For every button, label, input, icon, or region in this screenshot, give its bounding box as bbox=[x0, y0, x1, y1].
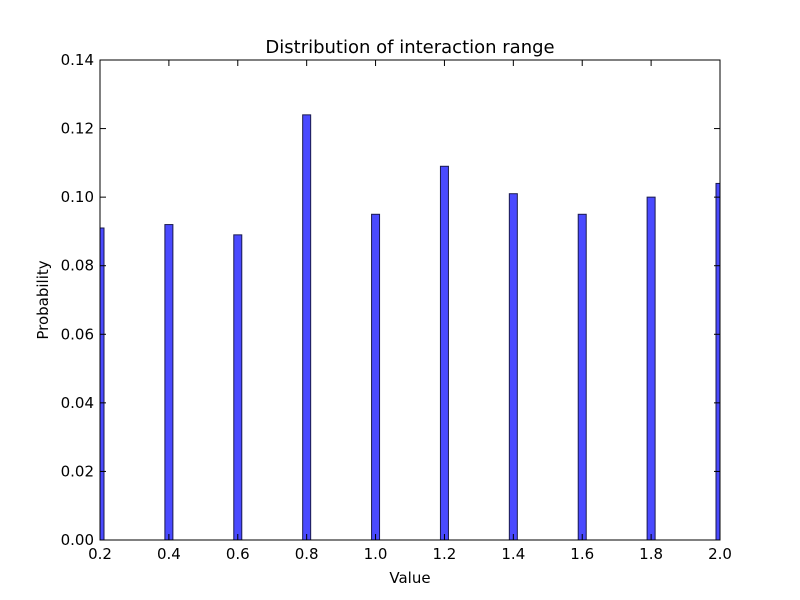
x-axis-label: Value bbox=[389, 569, 430, 587]
bar bbox=[646, 196, 656, 540]
y-tick-label: 0.14 bbox=[61, 51, 94, 69]
y-tick-label: 0.12 bbox=[61, 120, 94, 138]
y-tick-label: 0.10 bbox=[61, 188, 94, 206]
y-tick-label: 0.04 bbox=[61, 394, 94, 412]
x-tick-label: 1.8 bbox=[639, 545, 663, 563]
x-tick-label: 1.4 bbox=[501, 545, 525, 563]
bar bbox=[164, 224, 174, 540]
bar bbox=[508, 193, 518, 540]
bar bbox=[233, 234, 243, 540]
plot-frame bbox=[99, 59, 721, 541]
chart-title: Distribution of interaction range bbox=[265, 37, 554, 58]
x-tick-label: 0.6 bbox=[226, 545, 250, 563]
bar-series bbox=[100, 114, 720, 540]
x-tick-label: 2.0 bbox=[708, 545, 732, 563]
bar bbox=[715, 182, 720, 540]
bar bbox=[439, 165, 449, 540]
bar bbox=[302, 114, 312, 540]
x-tick-label: 0.8 bbox=[295, 545, 319, 563]
x-tick-label: 1.2 bbox=[433, 545, 457, 563]
x-tick-label: 1.6 bbox=[570, 545, 594, 563]
y-tick-label: 0.08 bbox=[61, 257, 94, 275]
bar bbox=[371, 213, 381, 540]
x-tick-label: 0.4 bbox=[157, 545, 181, 563]
y-tick-label: 0.06 bbox=[61, 325, 94, 343]
bar bbox=[577, 213, 587, 540]
y-tick-label: 0.02 bbox=[61, 462, 94, 480]
bar bbox=[100, 227, 105, 540]
plot-area: 0.2 0.4 0.6 0.8 1.0 1.2 1.4 1.6 1.8 2.0 0.00 0.02 0.… bbox=[61, 51, 732, 563]
y-tick-label: 0.00 bbox=[61, 531, 94, 549]
x-tick-label: 1.0 bbox=[364, 545, 388, 563]
x-tick-label: 0.2 bbox=[88, 545, 112, 563]
y-axis-label: Probability bbox=[34, 260, 52, 339]
